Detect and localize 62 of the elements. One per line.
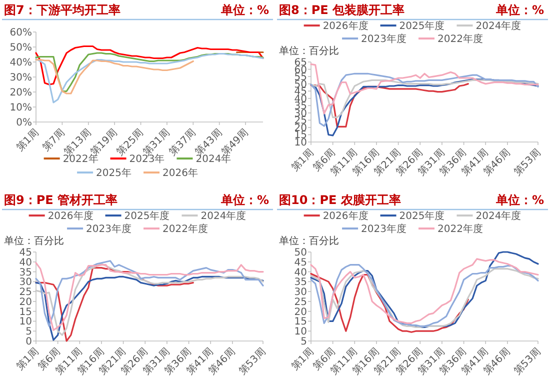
y-tick-label: 30: [19, 277, 32, 288]
y-tick-label: 5: [300, 336, 307, 348]
legend-label: 2023年度: [86, 223, 132, 235]
legend-label: 2025年度: [399, 20, 445, 32]
chart-subtitle: 单位：%: [494, 3, 544, 17]
legend-label: 2025年: [96, 167, 132, 179]
x-tick-label: 第53周: [511, 146, 544, 178]
y-tick-label: 40: [19, 257, 32, 268]
y-tick-label: 20: [19, 296, 32, 308]
y-tick-label: 30%: [10, 72, 32, 84]
y-tick-label: 25: [19, 287, 32, 298]
y-tick-label: 45: [19, 248, 32, 258]
chart-title: 图7：下游平均开工率: [4, 3, 120, 17]
y-tick-label: 60%: [10, 28, 32, 38]
legend-label: 2023年度: [361, 33, 406, 45]
y-axis-title: 单位：百分比: [4, 235, 64, 247]
y-tick-label: 0%: [16, 118, 32, 128]
y-tick-label: 5: [26, 326, 32, 338]
y-tick-label: 30: [294, 287, 307, 298]
y-tick-label: 10: [294, 326, 307, 338]
y-tick-label: 40%: [10, 58, 32, 68]
y-axis-title: 单位：百分比: [279, 235, 339, 247]
legend-label: 2025年度: [124, 210, 170, 222]
legend-label: 2023年度: [361, 223, 406, 235]
y-tick-label: 35: [294, 277, 307, 288]
legend-label: 2026年度: [48, 210, 94, 222]
x-tick-label: 第53周: [511, 346, 544, 378]
legend-label: 2026年度: [322, 20, 368, 32]
chart-subtitle: 单位：%: [220, 3, 269, 17]
y-tick-label: 20: [294, 306, 307, 318]
y-tick-label: 15: [294, 316, 307, 328]
x-tick-label: 第1周: [14, 126, 42, 154]
legend-label: 2023年: [129, 153, 165, 165]
y-tick-label: 50%: [10, 42, 32, 54]
legend-label: 2024年度: [476, 210, 522, 222]
chart-title: 图9：PE 管材开工率: [4, 193, 118, 207]
legend-label: 2024年度: [476, 20, 522, 32]
y-tick-label: 40: [294, 267, 307, 278]
legend-label: 2022年度: [162, 223, 208, 235]
chart-subtitle: 单位：%: [494, 193, 544, 207]
x-tick-label: 第53周: [236, 346, 268, 378]
legend-label: 2026年: [162, 167, 198, 179]
y-tick-label: 25: [294, 296, 307, 308]
legend-label: 2022年度: [438, 223, 483, 235]
y-axis-title: 单位：百分比: [279, 45, 339, 57]
y-tick-label: 10%: [10, 102, 32, 114]
chart-subtitle: 单位：%: [220, 193, 269, 207]
y-tick-label: 15: [19, 306, 32, 318]
y-tick-label: 50: [294, 248, 307, 258]
y-tick-label: 10: [19, 316, 32, 328]
legend-label: 2026年度: [322, 210, 368, 222]
legend-label: 2025年度: [399, 210, 445, 222]
legend-label: 2022年: [62, 153, 98, 165]
chart-title: 图10：PE 农膜开工率: [279, 193, 401, 207]
legend-label: 2022年度: [438, 33, 483, 45]
y-tick-label: 45: [294, 257, 307, 268]
y-tick-label: 0: [26, 336, 32, 348]
legend-label: 2024年度: [200, 210, 246, 222]
y-tick-label: 20%: [10, 88, 32, 98]
chart-title: 图8：PE 包装膜开工率: [279, 3, 405, 17]
legend-label: 2024年: [196, 153, 232, 165]
y-tick-label: 35: [19, 267, 32, 278]
